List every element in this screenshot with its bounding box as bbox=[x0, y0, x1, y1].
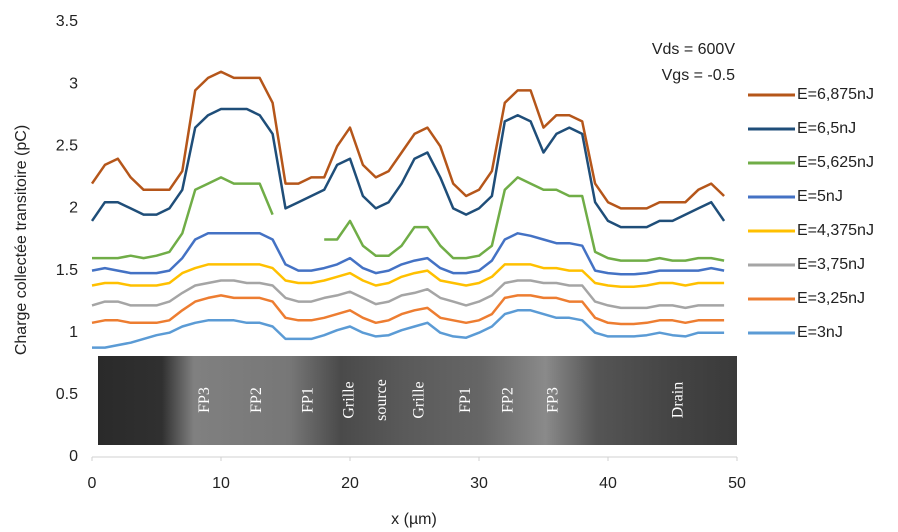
legend-label: E=6,875nJ bbox=[797, 86, 874, 103]
y-tick-label: 2.5 bbox=[56, 138, 78, 155]
y-axis-title: Charge collectée transitoire (pC) bbox=[13, 125, 30, 355]
strip-label: Grille bbox=[341, 381, 358, 418]
y-tick-label: 0.5 bbox=[56, 386, 78, 403]
x-tick-label: 10 bbox=[212, 475, 230, 492]
series-line bbox=[91, 294, 725, 326]
y-tick-label: 0 bbox=[69, 448, 78, 465]
series-line bbox=[92, 176, 725, 262]
strip-label: FP3 bbox=[196, 387, 213, 413]
series-line bbox=[90, 70, 725, 210]
annotation: Vds = 600V bbox=[652, 41, 736, 58]
x-tick-label: 30 bbox=[470, 475, 488, 492]
strip-label: FP2 bbox=[499, 387, 516, 413]
series-line bbox=[90, 107, 726, 229]
y-tick-label: 3 bbox=[69, 75, 78, 92]
x-tick-label: 20 bbox=[341, 475, 359, 492]
x-tick-label: 0 bbox=[88, 475, 97, 492]
legend-label: E=3nJ bbox=[797, 324, 843, 341]
sem-image-strip bbox=[98, 356, 737, 445]
y-tick-label: 3.5 bbox=[56, 13, 78, 30]
y-tick-label: 2 bbox=[69, 200, 78, 217]
x-axis-title: x (µm) bbox=[391, 511, 437, 528]
strip-label: Grille bbox=[410, 381, 427, 418]
strip-label: FP1 bbox=[457, 387, 474, 413]
legend-label: E=6,5nJ bbox=[797, 120, 856, 137]
series-line bbox=[92, 309, 725, 349]
legend-label: E=5nJ bbox=[797, 188, 843, 205]
strip-label: FP2 bbox=[248, 387, 265, 413]
annotation: Vgs = -0.5 bbox=[662, 67, 735, 84]
legend-label: E=3,25nJ bbox=[797, 290, 865, 307]
strip-label: FP3 bbox=[544, 387, 561, 413]
strip-label: source bbox=[373, 379, 390, 421]
series-line bbox=[91, 279, 725, 310]
strip-label: FP1 bbox=[299, 387, 316, 413]
series-line bbox=[91, 232, 725, 276]
legend-label: E=4,375nJ bbox=[797, 222, 874, 239]
strip-label: Drain bbox=[670, 382, 687, 418]
legend-label: E=3,75nJ bbox=[797, 256, 865, 273]
series-line bbox=[91, 263, 725, 288]
legend-label: E=5,625nJ bbox=[797, 154, 874, 171]
x-tick-label: 50 bbox=[728, 475, 746, 492]
x-tick-label: 40 bbox=[599, 475, 617, 492]
y-tick-label: 1.5 bbox=[56, 262, 78, 279]
y-tick-label: 1 bbox=[69, 324, 78, 341]
